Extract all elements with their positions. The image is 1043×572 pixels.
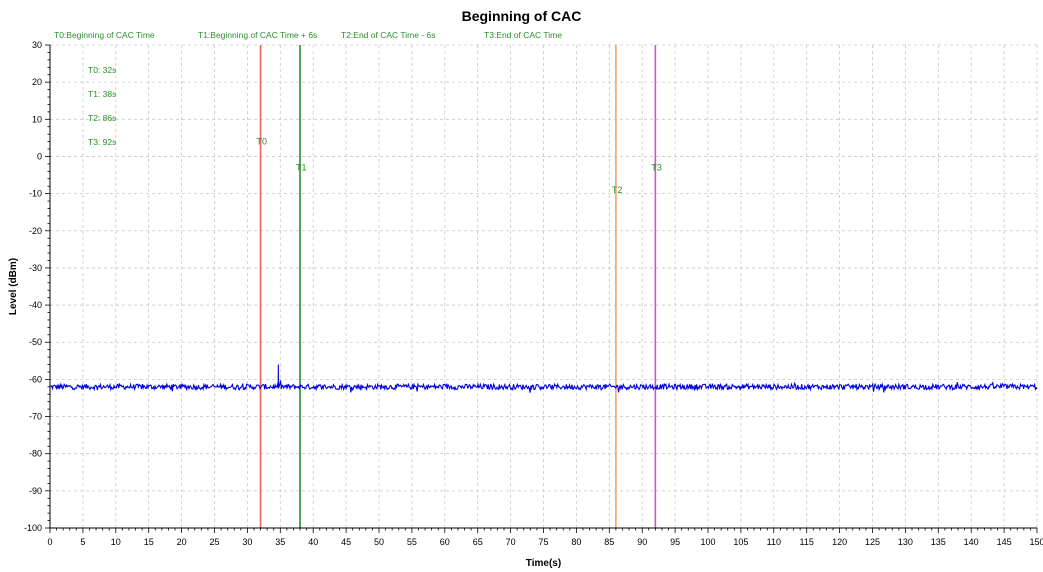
marker-label-t2: T2 — [612, 185, 623, 195]
x-tick-label: 115 — [800, 537, 814, 547]
legend-entry-3: T3:End of CAC Time — [484, 30, 562, 40]
x-tick-label: 0 — [47, 537, 52, 547]
x-tick-label: 85 — [604, 537, 614, 547]
legend-entry-1: T1:Beginning of CAC Time + 6s — [198, 30, 317, 40]
x-tick-label: 100 — [700, 537, 715, 547]
y-tick-label: -10 — [29, 189, 42, 199]
x-tick-label: 50 — [374, 537, 384, 547]
annotation-3: T3: 92s — [88, 137, 116, 147]
x-tick-label: 105 — [733, 537, 748, 547]
legend-entry-2: T2:End of CAC Time - 6s — [341, 30, 435, 40]
x-tick-label: 60 — [440, 537, 450, 547]
x-tick-label: 30 — [242, 537, 252, 547]
y-tick-label: 30 — [32, 40, 42, 50]
y-tick-label: 0 — [37, 151, 42, 161]
marker-label-t1: T1 — [296, 163, 307, 173]
y-tick-label: -80 — [29, 449, 42, 459]
y-axis-title: Level (dBm) — [8, 258, 19, 315]
x-tick-label: 125 — [865, 537, 880, 547]
x-tick-label: 95 — [670, 537, 680, 547]
x-tick-label: 150 — [1029, 537, 1043, 547]
y-tick-label: 10 — [32, 114, 42, 124]
marker-label-t0: T0 — [257, 137, 268, 147]
y-tick-label: -40 — [29, 300, 42, 310]
annotation-2: T2: 86s — [88, 113, 116, 123]
x-tick-label: 140 — [964, 537, 979, 547]
x-tick-label: 45 — [341, 537, 351, 547]
x-tick-label: 35 — [275, 537, 285, 547]
y-tick-label: -70 — [29, 412, 42, 422]
marker-lines — [259, 45, 657, 528]
legend-entry-0: T0:Beginning of CAC Time — [54, 30, 155, 40]
x-tick-label: 135 — [931, 537, 946, 547]
y-tick-label: -60 — [29, 374, 42, 384]
x-tick-label: 145 — [997, 537, 1012, 547]
x-tick-label: 110 — [767, 537, 781, 547]
x-tick-label: 75 — [538, 537, 548, 547]
x-tick-label: 5 — [80, 537, 85, 547]
series-line-0 — [49, 364, 1038, 393]
labels: 0 5 10 15 20 25 30 35 40 45 50 55 60 65 70 75 80 85 90 95 10… — [8, 30, 1043, 569]
x-tick-label: 55 — [407, 537, 417, 547]
chart-title: Beginning of CAC — [461, 8, 582, 24]
y-tick-label: -30 — [29, 263, 42, 273]
axes — [45, 44, 1038, 533]
x-tick-label: 80 — [571, 537, 581, 547]
annotation-1: T1: 38s — [88, 89, 116, 99]
annotation-0: T0: 32s — [88, 65, 116, 75]
y-tick-label: -20 — [29, 226, 42, 236]
y-tick-label: 20 — [32, 77, 42, 87]
x-tick-label: 130 — [898, 537, 913, 547]
marker-label-t3: T3 — [651, 163, 662, 173]
x-tick-label: 20 — [177, 537, 187, 547]
x-tick-label: 25 — [209, 537, 219, 547]
x-tick-label: 40 — [308, 537, 318, 547]
x-tick-label: 10 — [111, 537, 121, 547]
y-tick-label: -90 — [29, 486, 42, 496]
x-axis-title: Time(s) — [526, 558, 561, 569]
x-tick-label: 90 — [637, 537, 647, 547]
x-tick-label: 70 — [506, 537, 516, 547]
grid-lines — [50, 44, 1038, 528]
x-tick-label: 15 — [144, 537, 154, 547]
series-lines — [49, 364, 1038, 393]
x-tick-label: 65 — [473, 537, 483, 547]
y-tick-label: -100 — [24, 523, 42, 533]
y-tick-label: -50 — [29, 337, 42, 347]
x-tick-label: 120 — [832, 537, 847, 547]
